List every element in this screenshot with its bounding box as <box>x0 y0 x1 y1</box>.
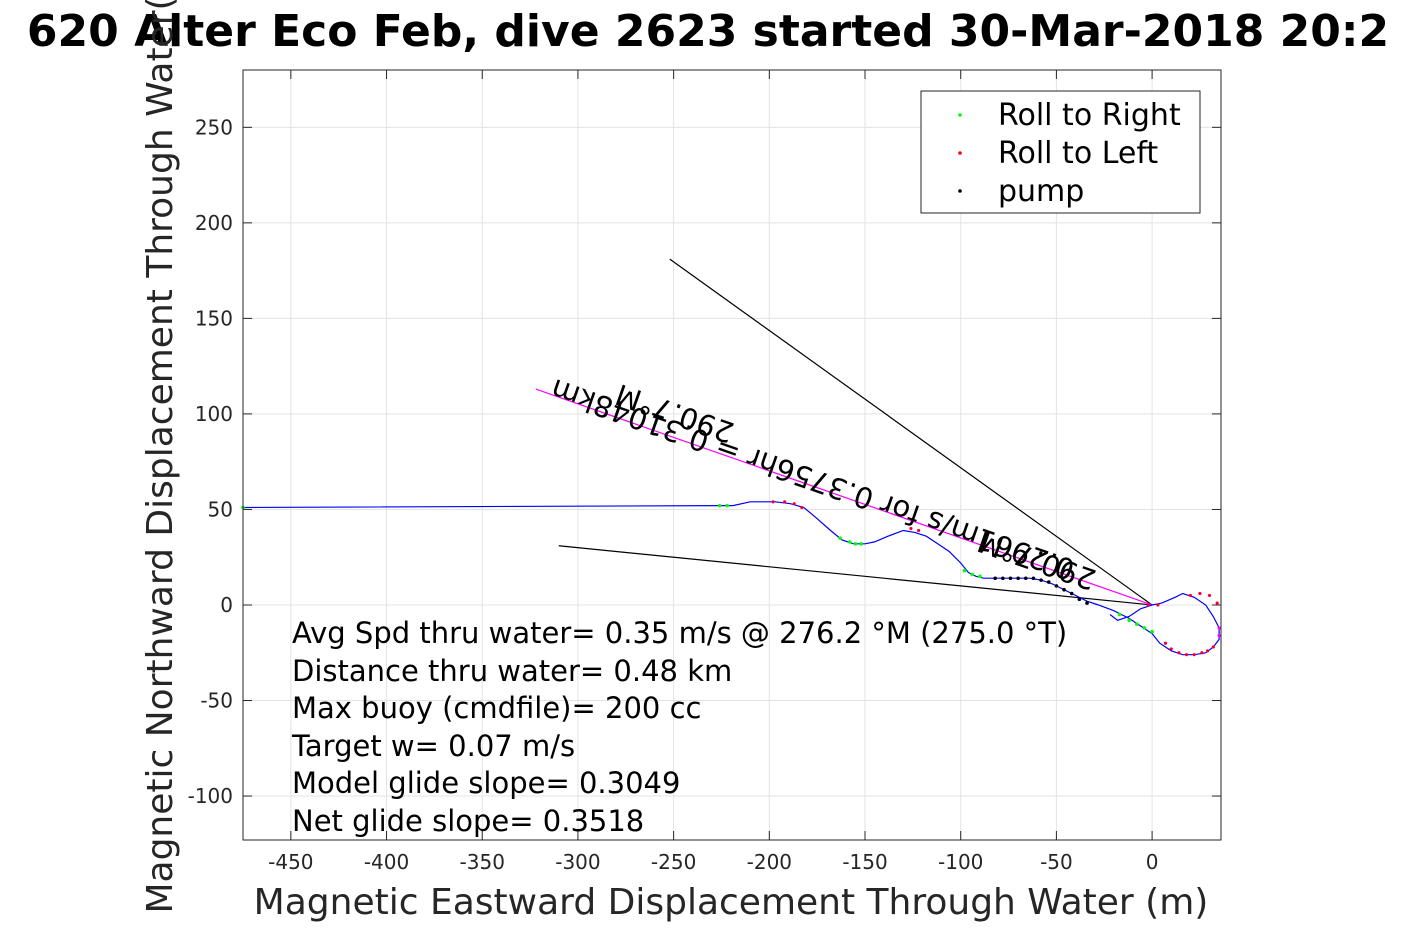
roll-left-point <box>1188 594 1192 597</box>
legend-marker-pump <box>958 189 962 193</box>
roll-left-point <box>1206 649 1210 653</box>
pump-point <box>1085 601 1089 605</box>
legend-label-pump: pump <box>998 174 1084 209</box>
roll-left-point <box>1208 594 1211 597</box>
roll-left-point <box>917 529 921 532</box>
roll-right-point <box>838 536 842 540</box>
annotation-net-glide: Net glide slope= 0.3518 <box>292 804 644 838</box>
roll-left-point <box>1185 653 1188 657</box>
legend-label-roll-left: Roll to Left <box>998 136 1158 171</box>
roll-right-point <box>970 572 974 577</box>
y-tick-label: 50 <box>208 497 233 521</box>
heading-line-1 <box>558 545 1153 606</box>
x-tick-label: -200 <box>747 850 792 874</box>
annotation-distance: Distance thru water= 0.48 km <box>292 654 732 688</box>
x-tick-label: -150 <box>842 850 887 874</box>
heading-lines <box>535 258 1153 606</box>
y-tick-label: 100 <box>195 402 233 426</box>
roll-right-point <box>978 574 982 579</box>
roll-left-point <box>1146 603 1150 607</box>
y-tick-label: -100 <box>188 784 233 808</box>
roll-right-point <box>847 540 852 544</box>
annotation-max-buoy: Max buoy (cmdfile)= 200 cc <box>292 691 701 725</box>
roll-left-point <box>800 506 804 509</box>
roll-left-point <box>1164 641 1167 645</box>
roll-right-point <box>853 542 858 546</box>
x-tick-label: -350 <box>460 850 505 874</box>
track <box>242 501 1220 656</box>
roll-left-point <box>771 500 775 504</box>
annotation-block: Avg Spd thru water= 0.35 m/s @ 276.2 °M … <box>291 616 1067 838</box>
track-line <box>242 501 1220 656</box>
pump-point <box>1031 576 1036 581</box>
roll-left-point <box>792 502 796 506</box>
roll-right-point <box>1117 612 1122 617</box>
y-tick-label: 150 <box>195 306 233 330</box>
x-axis-label: Magnetic Eastward Displacement Through W… <box>254 882 1209 923</box>
pump-point <box>1054 584 1059 588</box>
grid <box>243 70 1221 840</box>
chart-title: 620 Alter Eco Feb, dive 2623 started 30-… <box>27 6 1389 57</box>
roll-left-point <box>1169 647 1173 651</box>
roll-right-point <box>859 542 863 546</box>
roll-left-point <box>1177 651 1181 655</box>
heading-line-0 <box>669 258 1153 606</box>
roll-left-point <box>1200 651 1204 655</box>
roll-right-point <box>1127 618 1131 623</box>
legend-marker-roll-right <box>958 113 962 117</box>
roll-left-point <box>1198 592 1202 595</box>
roll-right-point <box>962 568 967 573</box>
x-tick-label: -450 <box>268 850 313 874</box>
pump-point <box>1016 576 1020 581</box>
pump-point <box>1062 587 1066 592</box>
x-tick-label: -400 <box>364 850 409 874</box>
y-tick-label: -50 <box>200 689 233 713</box>
roll-left-point <box>1192 653 1196 657</box>
x-tick-label: -300 <box>555 850 600 874</box>
pump-point <box>1046 580 1051 584</box>
legend-marker-roll-left <box>958 151 962 155</box>
roll-left-point <box>909 527 913 530</box>
y-axis-label: Magnetic Northward Displacement Through … <box>140 0 181 914</box>
pump-point <box>1039 578 1043 582</box>
legend-box <box>920 90 1201 214</box>
roll-right-point <box>1142 626 1147 630</box>
y-tick-label: 200 <box>195 211 233 235</box>
annotation-model-glide: Model glide slope= 0.3049 <box>292 766 680 800</box>
pump-point <box>993 576 997 581</box>
roll-right-point <box>717 503 722 508</box>
heading-line-2 <box>535 388 1153 606</box>
roll-left-point <box>783 500 787 504</box>
legend-label-roll-right: Roll to Right <box>998 98 1181 133</box>
pump-point <box>1077 597 1082 602</box>
roll-right-point <box>1150 629 1154 634</box>
x-tick-label: -250 <box>651 850 696 874</box>
roll-right-point <box>725 503 730 508</box>
pump-point <box>1023 576 1028 581</box>
magenta-point <box>1217 633 1221 638</box>
legend: Roll to Right Roll to Left pump <box>920 90 1201 214</box>
x-tick-label: -100 <box>938 850 983 874</box>
roll-right-point <box>1134 622 1139 626</box>
pump-point <box>1001 576 1005 581</box>
pump-point <box>1008 576 1013 581</box>
annotation-target-w: Target w= 0.07 m/s <box>291 729 575 763</box>
plot-frame <box>242 69 1222 841</box>
axis-ticks: -450 -400 -350 -300 -250 -200 -150 -100 -50 0 -100… <box>188 70 1221 874</box>
y-tick-label: 250 <box>195 115 233 139</box>
magenta-point <box>1217 626 1221 630</box>
roll-left-point <box>1211 645 1215 649</box>
data-points <box>241 500 1221 657</box>
roll-left-point <box>1156 603 1160 607</box>
pump-point <box>1069 591 1074 596</box>
roll-left-point <box>1215 601 1219 605</box>
x-tick-label: -50 <box>1040 850 1073 874</box>
annotation-avg-speed: Avg Spd thru water= 0.35 m/s @ 276.2 °M … <box>292 616 1067 650</box>
y-tick-label: 0 <box>220 593 233 617</box>
x-tick-label: 0 <box>1146 850 1159 874</box>
